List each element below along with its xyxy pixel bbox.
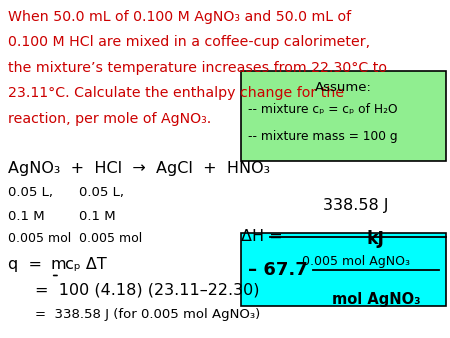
Text: 0.1 M: 0.1 M [79,210,115,222]
Text: AgNO₃  +  HCl  →  AgCl  +  HNO₃: AgNO₃ + HCl → AgCl + HNO₃ [8,161,270,175]
Text: reaction, per mole of AgNO₃.: reaction, per mole of AgNO₃. [8,112,211,125]
Text: 0.100 M HCl are mixed in a coffee-cup calorimeter,: 0.100 M HCl are mixed in a coffee-cup ca… [8,35,370,49]
Text: -- mixture mass = 100 g: -- mixture mass = 100 g [248,130,397,143]
Text: Assume:: Assume: [315,81,372,94]
Text: mol AgNO₃: mol AgNO₃ [332,291,420,307]
Text: – 67.7: – 67.7 [248,261,307,279]
Text: 338.58 J: 338.58 J [323,198,388,213]
FancyBboxPatch shape [241,233,446,306]
Text: -- mixture cₚ = cₚ of H₂O: -- mixture cₚ = cₚ of H₂O [248,103,397,116]
Text: cₚ ΔT: cₚ ΔT [60,257,107,272]
Text: ΔH =: ΔH = [241,229,283,244]
Text: m: m [51,257,67,272]
Text: 0.005 mol: 0.005 mol [8,232,72,244]
Text: When 50.0 mL of 0.100 M AgNO₃ and 50.0 mL of: When 50.0 mL of 0.100 M AgNO₃ and 50.0 m… [8,10,351,24]
Text: 23.11°C. Calculate the enthalpy change for the: 23.11°C. Calculate the enthalpy change f… [8,86,344,100]
FancyBboxPatch shape [241,71,446,161]
Text: 0.005 mol: 0.005 mol [79,232,142,244]
Text: 0.1 M: 0.1 M [8,210,45,222]
Text: the mixture’s temperature increases from 22.30°C to: the mixture’s temperature increases from… [8,61,387,75]
Text: =  338.58 J (for 0.005 mol AgNO₃): = 338.58 J (for 0.005 mol AgNO₃) [35,308,261,320]
Text: =  100 (4.18) (23.11–22.30): = 100 (4.18) (23.11–22.30) [35,282,260,297]
Text: 0.05 L,: 0.05 L, [79,186,124,199]
Text: 0.05 L,: 0.05 L, [8,186,53,199]
Text: 0.005 mol AgNO₃: 0.005 mol AgNO₃ [302,255,410,268]
Text: q  =: q = [8,257,47,272]
Text: kJ: kJ [367,230,385,247]
